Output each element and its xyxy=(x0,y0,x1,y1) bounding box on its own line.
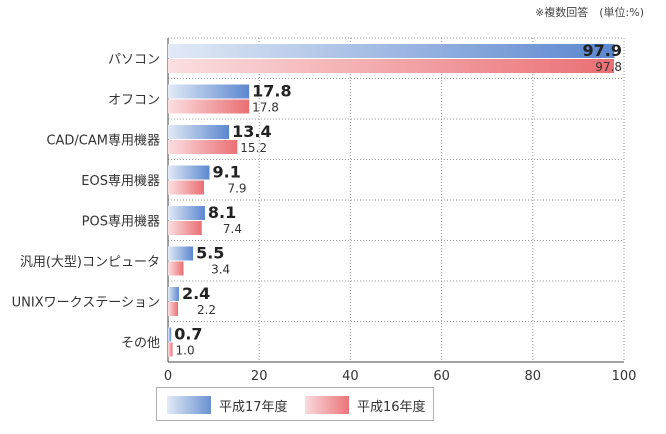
bar-heisei17 xyxy=(168,246,194,261)
bar-heisei16 xyxy=(168,99,250,114)
bar-heisei16 xyxy=(168,180,205,195)
data-label-heisei16: 7.9 xyxy=(227,182,246,196)
data-label-heisei17: 2.4 xyxy=(182,284,210,303)
category-label: CAD/CAM専用機器 xyxy=(46,133,160,148)
bar-heisei17 xyxy=(168,84,250,99)
data-label-heisei17: 13.4 xyxy=(232,122,271,141)
data-label-heisei17: 9.1 xyxy=(212,163,240,182)
x-tick-label: 60 xyxy=(433,369,450,384)
bar-heisei16 xyxy=(168,59,614,73)
unit-note: ※複数回答 (単位:%) xyxy=(535,6,644,19)
bar-heisei16 xyxy=(168,261,184,276)
x-tick-label: 40 xyxy=(342,369,359,384)
x-tick-label: 20 xyxy=(251,369,268,384)
legend-item-2004: 平成16年度 xyxy=(305,396,426,415)
x-tick-label: 100 xyxy=(612,369,637,384)
data-label-heisei17: 17.8 xyxy=(252,82,291,101)
bar-heisei17 xyxy=(168,287,179,301)
category-label: EOS専用機器 xyxy=(81,174,160,189)
bar-heisei17 xyxy=(168,165,210,180)
bar-heisei16 xyxy=(168,221,202,235)
x-tick-label: 80 xyxy=(525,369,542,384)
plot-area: 0 20 40 60 80 100 パソコン 97.997.8 オフコン 17.817.8 CAD/… xyxy=(12,37,637,384)
bar-heisei16 xyxy=(168,342,173,357)
bar-heisei16 xyxy=(168,140,238,154)
category-label: UNIXワークステーション xyxy=(12,295,160,310)
data-label-heisei17: 5.5 xyxy=(196,244,224,263)
data-label-heisei16: 15.2 xyxy=(240,141,267,155)
legend: 平成17年度 平成16年度 xyxy=(156,387,434,421)
category-label: その他 xyxy=(121,336,160,351)
data-label-heisei16: 2.2 xyxy=(197,303,216,317)
category-label: POS専用機器 xyxy=(82,214,160,229)
legend-label-2005: 平成17年度 xyxy=(219,399,288,415)
category-label: パソコン xyxy=(108,52,160,67)
legend-swatch-2004 xyxy=(305,396,349,414)
data-label-heisei17: 8.1 xyxy=(208,203,236,222)
data-label-heisei16: 1.0 xyxy=(176,344,195,358)
data-label-heisei17: 0.7 xyxy=(174,325,202,344)
bar-heisei16 xyxy=(168,302,179,316)
data-label-heisei16: 97.8 xyxy=(595,60,622,74)
legend-label-2004: 平成16年度 xyxy=(357,399,426,415)
bar-heisei17 xyxy=(168,44,615,58)
data-label-heisei16: 17.8 xyxy=(252,101,279,115)
data-label-heisei16: 7.4 xyxy=(223,222,242,236)
data-label-heisei16: 3.4 xyxy=(211,263,230,277)
legend-item-2005: 平成17年度 xyxy=(167,396,288,415)
bar-heisei17 xyxy=(168,206,205,220)
category-label: オフコン xyxy=(108,93,160,108)
x-tick-label: 0 xyxy=(164,369,172,384)
data-label-heisei17: 97.9 xyxy=(583,41,622,60)
category-label: 汎用(大型)コンピュータ xyxy=(20,255,160,270)
bar-heisei17 xyxy=(168,327,172,342)
legend-swatch-2005 xyxy=(167,396,211,414)
bar-heisei17 xyxy=(168,125,230,139)
